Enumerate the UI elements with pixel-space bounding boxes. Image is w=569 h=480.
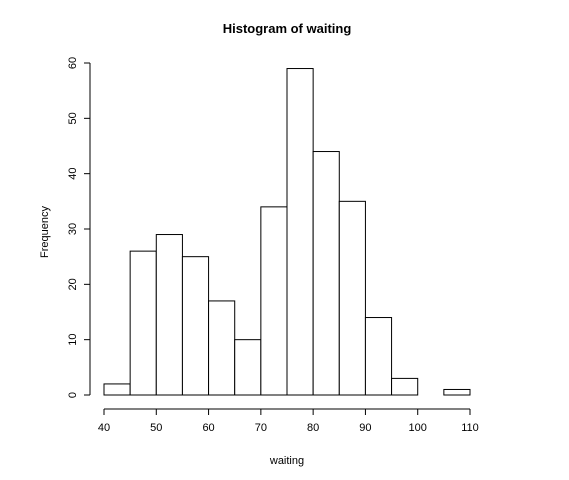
histogram-bar-105-110 (443, 388, 471, 396)
y-tick-label: 60 (67, 57, 79, 69)
x-tick-label: 60 (202, 422, 214, 434)
x-tick-label: 110 (461, 422, 479, 434)
histogram-bar-70-75 (260, 206, 288, 396)
x-tick-label: 50 (150, 422, 162, 434)
y-axis: 0 10 20 30 40 50 60 (67, 57, 91, 398)
y-tick-label: 50 (67, 112, 79, 124)
histogram-bar-85-90 (338, 200, 366, 396)
y-tick-label: 10 (67, 334, 79, 346)
x-tick-label: 70 (255, 422, 267, 434)
histogram-bar-95-100 (391, 377, 419, 396)
x-tick-label: 40 (98, 422, 110, 434)
histogram-bar-90-95 (364, 317, 393, 396)
x-tick-label: 100 (409, 422, 427, 434)
histogram-bar-40-45 (103, 383, 131, 396)
histogram-bars (103, 68, 471, 396)
histogram-bar-45-50 (129, 250, 157, 396)
x-axis: 40 50 60 70 80 90 100 110 (98, 408, 479, 434)
y-tick-label: 0 (67, 392, 79, 398)
histogram-bar-80-85 (312, 151, 340, 396)
y-tick-label: 30 (67, 223, 79, 235)
histogram-bar-75-80 (286, 68, 314, 396)
histogram-bar-55-60 (181, 256, 210, 396)
histogram-bar-65-70 (234, 339, 262, 396)
x-tick-label: 90 (359, 422, 371, 434)
y-tick-label: 40 (67, 168, 79, 180)
chart-title: Histogram of waiting (223, 21, 352, 36)
histogram-bar-60-65 (208, 300, 236, 396)
x-axis-label: waiting (269, 455, 304, 467)
histogram-bar-50-55 (155, 234, 183, 396)
y-tick-label: 20 (67, 278, 79, 290)
y-axis-label: Frequency (39, 206, 51, 258)
x-tick-label: 80 (307, 422, 319, 434)
